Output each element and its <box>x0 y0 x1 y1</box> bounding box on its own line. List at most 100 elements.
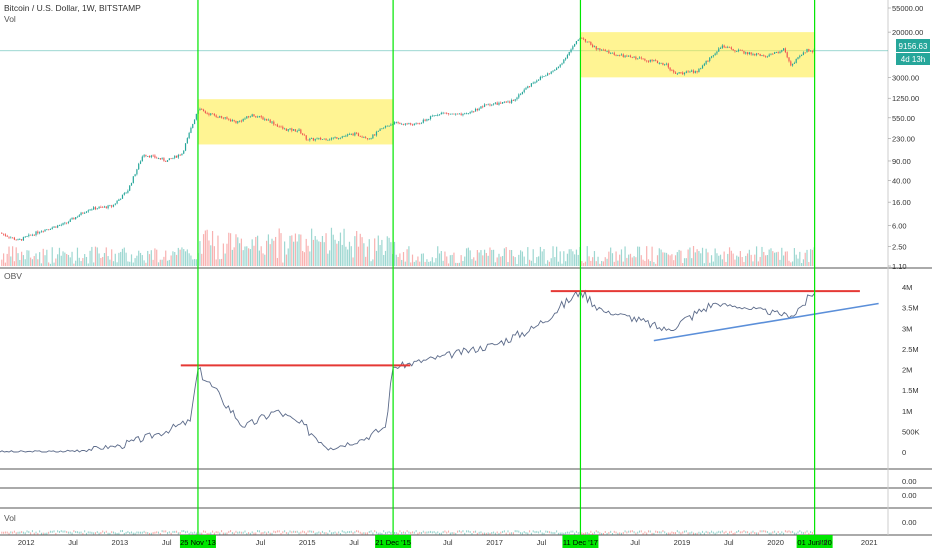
bottom-volume-bar <box>772 531 774 534</box>
bottom-volume-bar <box>628 530 630 533</box>
volume-bar <box>725 261 727 266</box>
bottom-volume-bar <box>381 532 383 535</box>
bottom-volume-bar <box>375 531 377 534</box>
volume-bar <box>147 250 149 266</box>
volume-bar <box>76 247 79 266</box>
volume-bar <box>755 246 758 266</box>
volume-bar <box>260 246 262 266</box>
bottom-volume-bar <box>806 530 808 533</box>
volume-bar <box>129 261 131 266</box>
vertical-lines-layer: 25 Nov '13 21 Dec '15 11 Dec '17 01 Jun '20 <box>179 0 833 548</box>
volume-bar <box>404 261 406 266</box>
candle-body <box>422 119 424 123</box>
volume-bar <box>71 251 73 266</box>
bottom-volume-bar <box>597 531 599 534</box>
volume-bar <box>500 256 502 266</box>
bottom-volume-bar <box>89 531 91 534</box>
volume-bar <box>91 246 93 266</box>
candle-body <box>249 116 251 118</box>
bottom-volume-bar <box>94 532 96 535</box>
candle-body <box>761 55 763 56</box>
candle-body <box>356 132 358 134</box>
volume-bar <box>727 253 729 266</box>
candle-body <box>143 155 145 157</box>
bottom-volume-bar <box>8 532 10 535</box>
consolidation-zone-1 <box>197 99 394 145</box>
candle-body <box>590 42 592 45</box>
volume-bar <box>419 261 421 266</box>
bottom-volume-bar <box>212 530 214 533</box>
candle-body <box>646 60 648 62</box>
bottom-volume-bar <box>332 532 334 535</box>
obv-line <box>0 289 815 453</box>
volume-bar <box>215 259 217 266</box>
volume-bar <box>691 258 693 266</box>
volume-bar <box>266 240 268 266</box>
event-tag-bg-4 <box>796 535 833 548</box>
bottom-volume-bar <box>40 532 42 535</box>
candle-body <box>238 120 241 122</box>
volume-bar <box>662 252 664 266</box>
bottom-volume-bar <box>593 531 595 534</box>
volume-bar <box>161 259 163 266</box>
candle-body <box>192 124 194 128</box>
bottom-volume-bar <box>363 532 365 535</box>
bottom-volume-bar <box>788 530 790 533</box>
candle-body <box>725 47 727 49</box>
candle-body <box>638 57 641 59</box>
candle-body <box>556 68 558 70</box>
bottom-volume-bar <box>130 531 132 534</box>
volume-bar <box>811 249 814 266</box>
candle-body <box>334 137 336 138</box>
candle-body <box>44 229 46 232</box>
volume-bar <box>687 249 689 266</box>
candle-body <box>273 121 275 125</box>
candle-body <box>222 117 224 119</box>
bottom-volume-bar <box>730 530 732 533</box>
volume-bar <box>547 260 549 266</box>
bottom-volume-bar <box>255 532 257 535</box>
volume-bar <box>235 234 237 266</box>
bottom-volume-bar <box>266 532 268 535</box>
bottom-volume-bar <box>676 530 678 533</box>
volume-bar <box>352 257 354 266</box>
volume-bar <box>723 251 725 266</box>
volume-bar <box>748 249 750 266</box>
bottom-volume-bar <box>291 531 293 534</box>
volume-bar <box>660 249 662 266</box>
bottom-volume-bar <box>478 531 480 534</box>
volume-bar <box>40 263 43 266</box>
candle-body <box>177 154 179 158</box>
volume-bar <box>637 246 639 266</box>
candle-body <box>17 239 19 241</box>
obv-layer <box>0 289 879 453</box>
candle-body <box>471 111 473 113</box>
bottom-volume-bar <box>222 532 224 535</box>
bottom-volume-bar <box>588 532 590 535</box>
volume-bar <box>782 255 785 266</box>
bottom-volume-bar <box>570 530 572 533</box>
bottom-volume-bar <box>176 530 178 533</box>
volume-bar <box>282 262 284 266</box>
volume-bar <box>566 253 569 266</box>
volume-bar <box>732 253 734 266</box>
volume-bar <box>60 255 62 266</box>
bottom-volume-bar <box>321 530 323 533</box>
candle-body <box>703 63 705 66</box>
candle-body <box>188 132 190 139</box>
volume-bar <box>453 252 455 266</box>
candle-body <box>359 135 361 137</box>
time-axis-label: 2012 <box>18 538 35 547</box>
volume-bar <box>96 247 98 266</box>
bottom-volume-bar <box>494 532 496 535</box>
volume-bar <box>568 249 570 266</box>
bottom-volume-bar <box>451 532 453 535</box>
candle-body <box>739 49 741 51</box>
bottom-volume-bar <box>810 531 812 534</box>
bottom-volume-bar <box>595 530 597 533</box>
volume-bar <box>646 246 648 266</box>
candle-body <box>55 226 57 228</box>
bottom-volume-bar <box>75 531 77 534</box>
volume-bar <box>494 262 496 266</box>
candle-body <box>687 71 689 73</box>
